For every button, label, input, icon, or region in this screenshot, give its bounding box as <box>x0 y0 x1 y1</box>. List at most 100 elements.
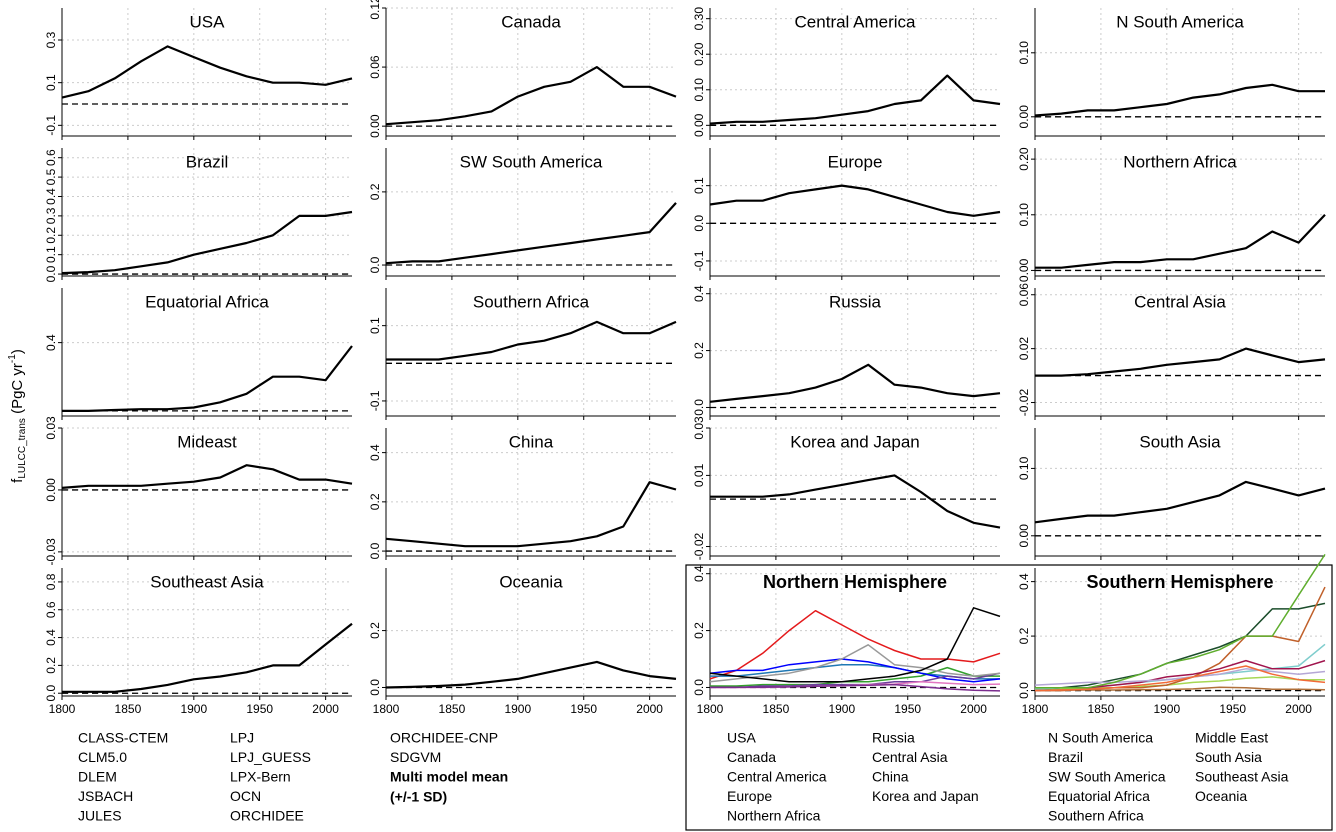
y-tick-label: 0.2 <box>368 493 382 510</box>
y-tick-label: 0.06 <box>1017 283 1031 307</box>
region-line <box>1034 602 1326 690</box>
x-tick-label: 1900 <box>504 702 531 716</box>
panel-title: N South America <box>1116 12 1244 31</box>
y-tick-label: 0.0 <box>692 679 706 696</box>
x-tick-label: 1800 <box>49 702 76 716</box>
y-tick-label: 0.3 <box>44 207 58 224</box>
y-tick-label: 0.2 <box>368 183 382 200</box>
y-tick-label: 0.01 <box>692 463 706 487</box>
legend-label: Equatorial Africa <box>1048 788 1150 804</box>
y-tick-label: -0.1 <box>368 390 382 411</box>
mean-line <box>709 363 1001 403</box>
mean-line <box>385 66 677 126</box>
region-line <box>709 607 1001 683</box>
y-tick-label: 0.00 <box>692 113 706 137</box>
y-tick-label: 0.0 <box>692 215 706 232</box>
x-tick-label: 1850 <box>1088 702 1115 716</box>
legend-label: Middle East <box>1195 730 1268 746</box>
y-tick-label: 0.3 <box>44 31 58 48</box>
model-legend-label: OCN <box>230 788 261 804</box>
model-legend-label: SDGVM <box>390 749 441 765</box>
y-tick-label: 0.0 <box>692 399 706 416</box>
x-tick-label: 1800 <box>373 702 400 716</box>
model-legend-label: CLM5.0 <box>78 749 127 765</box>
y-tick-label: 0.20 <box>692 42 706 66</box>
x-tick-label: 1800 <box>1022 702 1049 716</box>
x-tick-label: 2000 <box>1285 702 1312 716</box>
mean-line <box>710 474 1001 529</box>
model-legend-label: ORCHIDEE-CNP <box>390 730 498 746</box>
panel-title: Northern Africa <box>1123 152 1237 171</box>
panel-title: Mideast <box>177 432 237 451</box>
mean-line <box>385 660 677 689</box>
y-tick-label: 0.4 <box>44 629 58 646</box>
y-tick-label: 0.1 <box>692 177 706 194</box>
y-tick-label: 0.0 <box>368 542 382 559</box>
y-tick-label: 0.00 <box>368 114 382 138</box>
y-tick-label: 0.20 <box>1017 147 1031 171</box>
model-legend-label: JSBACH <box>78 788 133 804</box>
panel-title: Southern Hemisphere <box>1086 572 1273 592</box>
x-tick-label: 1950 <box>1219 702 1246 716</box>
y-tick-label: -0.1 <box>692 250 706 271</box>
y-tick-label: 0.0 <box>368 679 382 696</box>
panel-title: Northern Hemisphere <box>763 572 947 592</box>
y-tick-label: 0.5 <box>44 168 58 185</box>
x-tick-label: 1850 <box>763 702 790 716</box>
y-tick-label: 0.02 <box>1017 337 1031 361</box>
y-tick-label: 0.1 <box>44 74 58 91</box>
y-tick-label: 0.30 <box>692 7 706 31</box>
x-tick-label: 1800 <box>697 702 724 716</box>
model-legend-label: LPJ_GUESS <box>230 749 311 765</box>
panel-title: Equatorial Africa <box>145 292 269 311</box>
y-tick-label: 0.4 <box>1017 573 1031 590</box>
x-tick-label: 1950 <box>894 702 921 716</box>
y-tick-label: 0.4 <box>44 334 58 351</box>
mean-line <box>709 74 1001 125</box>
panel-title: Europe <box>828 152 883 171</box>
region-line <box>1034 668 1326 686</box>
x-tick-label: 2000 <box>636 702 663 716</box>
y-tick-label: 0.6 <box>44 601 58 618</box>
y-tick-label: 0.4 <box>692 285 706 302</box>
model-legend-label: JULES <box>78 808 122 824</box>
legend-label: N South America <box>1048 730 1153 746</box>
region-line <box>1035 553 1326 689</box>
legend-label: Russia <box>872 730 915 746</box>
y-tick-label: 0.0 <box>368 256 382 273</box>
legend-label: Brazil <box>1048 749 1083 765</box>
model-legend-label: DLEM <box>78 769 117 785</box>
y-tick-label: -0.02 <box>692 533 706 561</box>
y-tick-label: 0.10 <box>1017 41 1031 65</box>
model-legend-label: LPX-Bern <box>230 769 291 785</box>
x-tick-label: 1900 <box>180 702 207 716</box>
y-tick-label: 0.1 <box>44 246 58 263</box>
model-legend-label: CLASS-CTEM <box>78 730 168 746</box>
y-tick-label: 0.2 <box>44 227 58 244</box>
panel-title: Canada <box>501 12 561 31</box>
y-tick-label: 0.0 <box>44 685 58 702</box>
x-tick-label: 1950 <box>246 702 273 716</box>
x-tick-label: 1900 <box>1153 702 1180 716</box>
x-tick-label: 2000 <box>960 702 987 716</box>
y-tick-label: 0.4 <box>692 565 706 582</box>
y-axis-label: fLULCC_trans (PgC yr-1) <box>7 349 28 483</box>
y-tick-label: 0.2 <box>692 622 706 639</box>
y-tick-label: 0.12 <box>368 0 382 20</box>
panel-title: China <box>509 432 554 451</box>
y-tick-label: 0.00 <box>1017 105 1031 129</box>
y-tick-label: -0.03 <box>44 538 58 566</box>
mean-line <box>1035 347 1326 377</box>
legend-label: South Asia <box>1195 749 1262 765</box>
mean-line <box>386 320 677 361</box>
legend-label: SW South America <box>1048 769 1166 785</box>
model-legend-label: LPJ <box>230 730 254 746</box>
legend-label: Central America <box>727 769 827 785</box>
region-line <box>709 658 1001 683</box>
panel-title: Central America <box>795 12 916 31</box>
region-line <box>709 644 1001 683</box>
y-label-exp: -1 <box>7 354 18 363</box>
y-tick-label: 0.10 <box>1017 203 1031 227</box>
y-tick-label: 0.8 <box>44 573 58 590</box>
y-tick-label: -0.02 <box>1017 389 1031 417</box>
